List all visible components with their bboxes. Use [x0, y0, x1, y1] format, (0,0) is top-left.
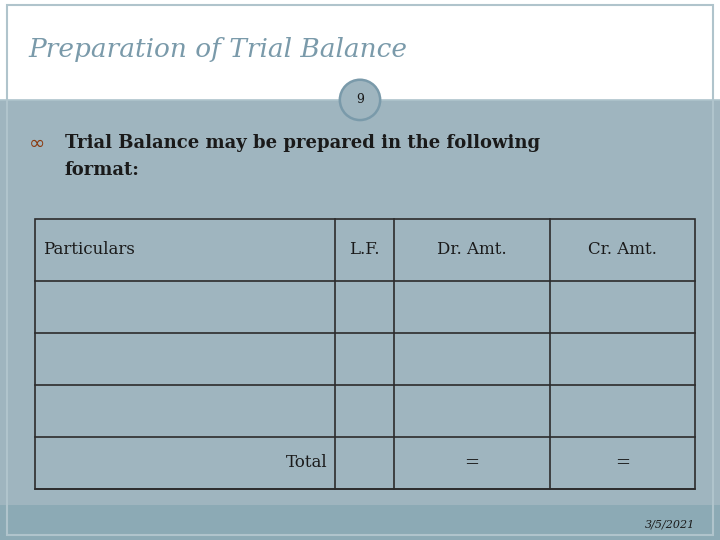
- Text: Trial Balance may be prepared in the following: Trial Balance may be prepared in the fol…: [65, 134, 540, 152]
- Text: Preparation of Trial Balance: Preparation of Trial Balance: [29, 37, 408, 63]
- Bar: [0, 100, 720, 505]
- Text: Total: Total: [286, 454, 328, 471]
- Text: format:: format:: [65, 161, 140, 179]
- Ellipse shape: [340, 80, 380, 120]
- Text: =: =: [615, 454, 630, 472]
- Text: 9: 9: [356, 93, 364, 106]
- Bar: [0, 505, 720, 540]
- Text: ∞: ∞: [29, 133, 45, 153]
- Bar: [35, 219, 695, 489]
- Text: L.F.: L.F.: [349, 241, 380, 258]
- Text: =: =: [464, 454, 480, 472]
- Text: 3/5/2021: 3/5/2021: [644, 519, 695, 529]
- Text: Dr. Amt.: Dr. Amt.: [437, 241, 507, 258]
- Bar: [0, 0, 720, 100]
- Text: Cr. Amt.: Cr. Amt.: [588, 241, 657, 258]
- Text: Particulars: Particulars: [43, 241, 135, 258]
